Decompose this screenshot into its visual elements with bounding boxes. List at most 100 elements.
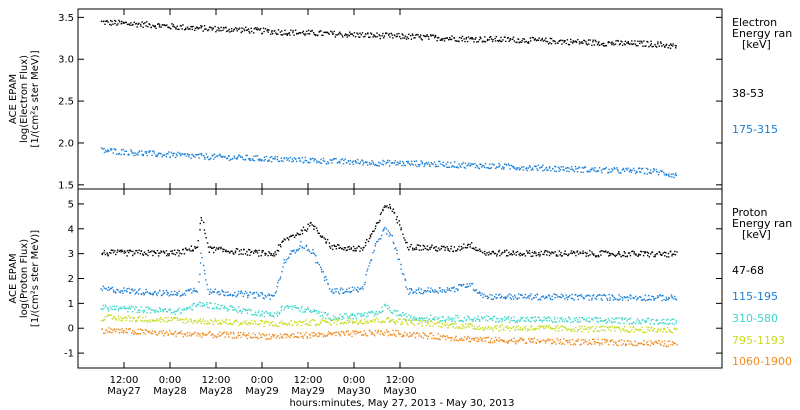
data-point [393, 309, 396, 312]
data-point [201, 25, 203, 27]
data-point [671, 176, 673, 178]
data-point [338, 33, 340, 35]
data-point [364, 312, 366, 314]
data-point [103, 287, 106, 289]
data-point [642, 318, 644, 321]
data-point [673, 253, 675, 255]
data-point [180, 319, 182, 321]
data-point [158, 26, 161, 28]
data-point [308, 33, 311, 35]
data-point [528, 165, 531, 167]
data-point [119, 249, 121, 252]
data-point [106, 307, 109, 309]
data-point [327, 331, 330, 333]
data-point [534, 328, 537, 330]
legend-entry-proton: 795-1193 [732, 334, 785, 347]
data-point [387, 161, 389, 163]
data-point [625, 329, 628, 331]
data-point [554, 318, 556, 321]
data-point [220, 247, 222, 250]
data-point [609, 297, 611, 299]
data-point [500, 36, 502, 39]
data-point [227, 157, 229, 159]
data-point [623, 322, 625, 325]
data-point [118, 152, 120, 155]
data-point [223, 294, 225, 296]
data-point [574, 252, 576, 254]
data-point [183, 333, 185, 336]
data-point [178, 331, 180, 334]
data-point [418, 322, 421, 324]
data-point [128, 287, 130, 290]
data-point [160, 250, 162, 252]
data-point [448, 317, 450, 319]
data-point [193, 155, 195, 157]
data-point [184, 333, 187, 335]
data-point [624, 296, 626, 299]
data-point [284, 239, 286, 241]
data-point [512, 251, 514, 253]
data-point [232, 306, 235, 308]
data-point [595, 170, 597, 173]
data-point [448, 39, 450, 41]
data-point [502, 340, 504, 343]
data-point [475, 164, 478, 166]
data-point [548, 324, 550, 327]
data-point [466, 244, 469, 246]
data-point [618, 328, 621, 330]
data-point [601, 343, 603, 345]
data-point [455, 250, 457, 252]
legend-title-electron: Electron [732, 16, 777, 29]
data-point [158, 332, 160, 334]
data-point [614, 43, 617, 45]
data-point [657, 330, 659, 333]
data-point [553, 341, 555, 343]
data-point [275, 337, 277, 339]
data-point [546, 169, 548, 171]
data-point [347, 160, 350, 163]
data-point [651, 295, 653, 298]
data-point [203, 264, 205, 267]
data-point [410, 288, 412, 290]
data-point [212, 27, 214, 30]
data-point [227, 291, 229, 293]
data-point [151, 154, 153, 156]
data-point [189, 306, 191, 308]
data-point [609, 339, 612, 342]
data-point [261, 159, 263, 161]
data-point [569, 318, 571, 320]
data-point [568, 253, 570, 255]
data-point [627, 167, 629, 169]
data-point [528, 329, 530, 331]
data-point [433, 322, 435, 324]
data-point [594, 328, 597, 330]
data-point [192, 308, 194, 311]
data-point [666, 319, 668, 321]
data-point [101, 308, 104, 310]
data-point [188, 156, 190, 158]
data-point [545, 295, 548, 298]
data-point [104, 316, 106, 318]
data-point [571, 338, 574, 341]
data-point [636, 329, 638, 331]
data-point [297, 307, 299, 309]
data-point [113, 19, 116, 22]
data-point [630, 170, 632, 172]
data-point [357, 331, 359, 333]
data-point [253, 160, 256, 162]
data-point [500, 253, 503, 255]
data-point [541, 319, 543, 322]
data-point [173, 249, 176, 251]
data-point [599, 317, 601, 319]
data-point [137, 252, 139, 254]
data-point [639, 321, 641, 323]
data-point [415, 333, 417, 335]
data-point [251, 336, 253, 339]
data-point [239, 292, 241, 294]
data-point [476, 41, 478, 43]
data-point [413, 319, 415, 321]
data-point [272, 157, 274, 160]
data-point [617, 40, 619, 42]
data-point [657, 342, 659, 344]
data-point [514, 321, 517, 323]
